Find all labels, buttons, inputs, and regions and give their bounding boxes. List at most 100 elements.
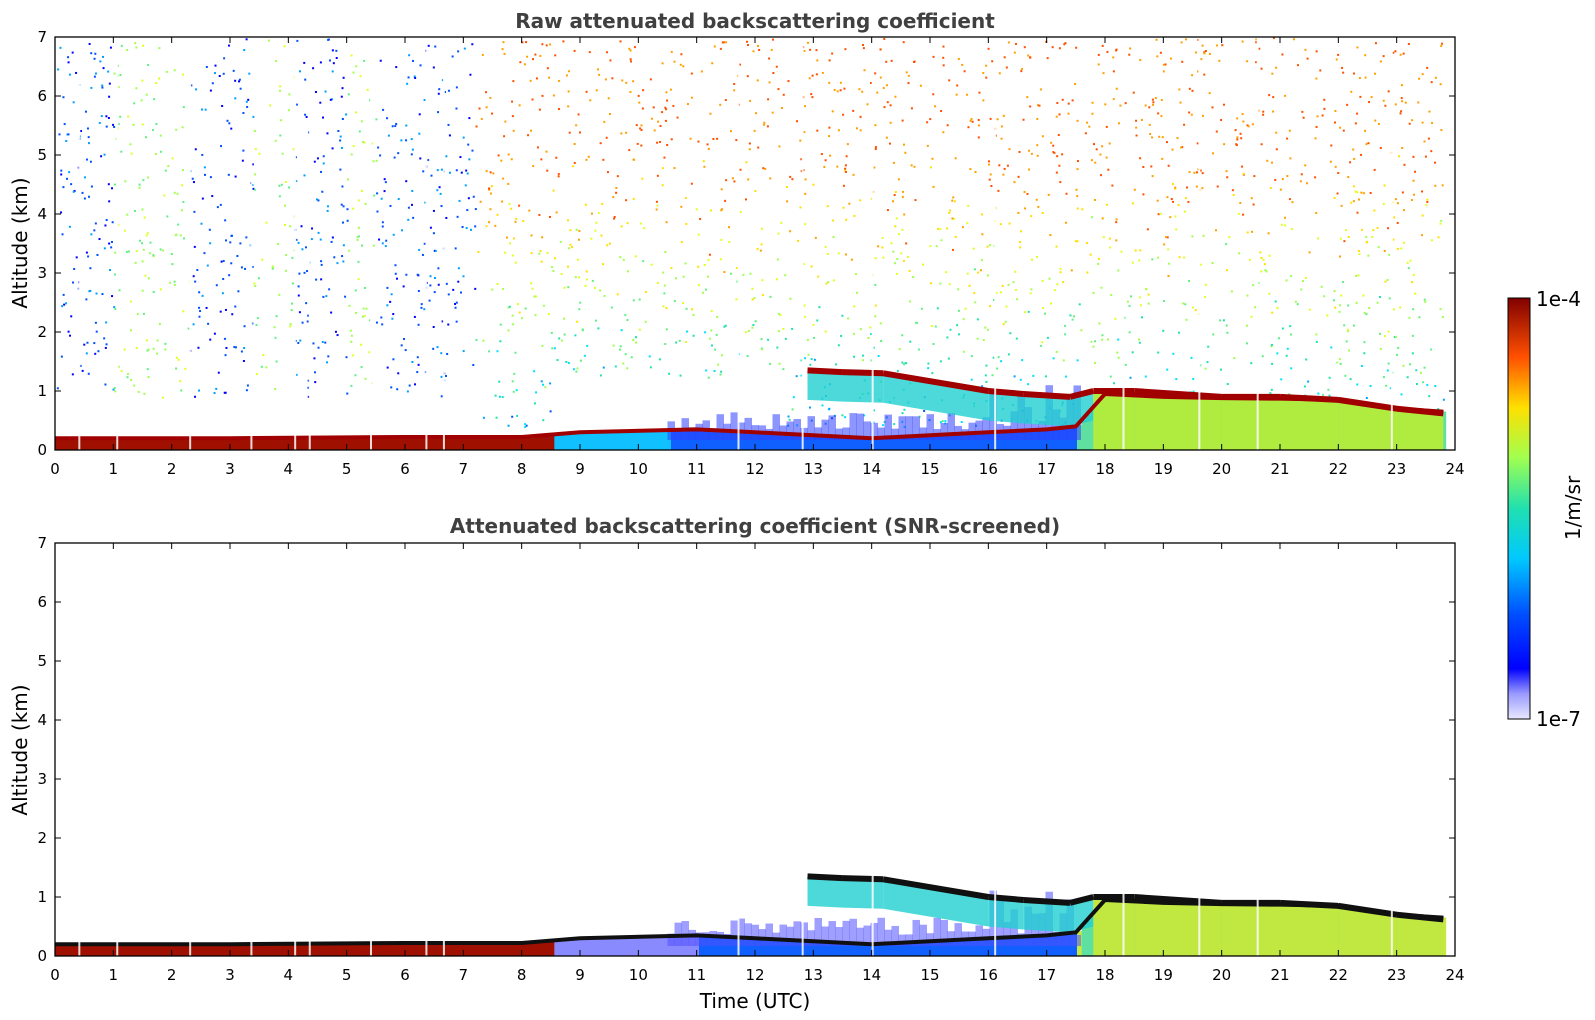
boundary-layer-column — [288, 943, 294, 956]
boundary-layer-column — [797, 434, 803, 450]
boundary-layer-column — [647, 430, 653, 450]
noise-speckle — [155, 82, 158, 85]
boundary-layer-column — [204, 944, 210, 956]
noise-speckle — [1259, 251, 1262, 254]
noise-speckle — [433, 291, 436, 294]
noise-speckle — [241, 159, 244, 162]
noise-speckle — [126, 49, 129, 52]
noise-speckle — [203, 166, 206, 169]
boundary-layer-column — [489, 437, 495, 450]
noise-speckle — [874, 72, 877, 75]
noise-speckle — [1356, 112, 1359, 115]
noise-speckle — [625, 81, 628, 84]
boundary-layer-top-line — [55, 897, 1444, 947]
noise-speckle — [145, 234, 148, 237]
boundary-layer-column — [311, 437, 317, 450]
noise-speckle — [986, 274, 989, 277]
noise-speckle — [440, 375, 443, 378]
noise-speckle — [1285, 354, 1288, 357]
boundary-layer-column — [974, 433, 980, 450]
noise-speckle — [362, 140, 365, 143]
noise-speckle — [1437, 408, 1440, 411]
noise-speckle — [512, 390, 515, 393]
boundary-layer-column — [867, 943, 873, 956]
noise-speckle — [929, 118, 932, 121]
noise-speckle — [702, 291, 705, 294]
data-gap — [370, 37, 372, 450]
noise-speckle — [1166, 141, 1169, 144]
noise-speckle — [138, 239, 141, 242]
boundary-layer-column — [652, 936, 658, 956]
noise-speckle — [656, 281, 659, 284]
boundary-layer-column — [204, 438, 210, 450]
boundary-layer-column — [503, 943, 509, 956]
noise-speckle — [289, 225, 292, 228]
noise-speckle — [89, 160, 92, 163]
noise-speckle — [690, 182, 693, 185]
noise-speckle — [1337, 53, 1340, 56]
noise-speckle — [853, 305, 856, 308]
noise-speckle — [1124, 363, 1127, 366]
noise-speckle — [828, 59, 831, 62]
noise-speckle — [549, 410, 552, 413]
noise-speckle — [1128, 53, 1131, 56]
noise-speckle — [558, 337, 561, 340]
noise-speckle — [383, 178, 386, 181]
noise-speckle — [855, 127, 858, 130]
noise-speckle — [207, 322, 210, 325]
noise-speckle — [1030, 288, 1033, 291]
noise-speckle — [574, 276, 577, 279]
noise-speckle — [579, 301, 582, 304]
noise-speckle — [103, 153, 106, 156]
boundary-layer-column — [979, 432, 985, 450]
noise-speckle — [1076, 195, 1079, 198]
boundary-layer-column — [783, 939, 789, 956]
noise-speckle — [182, 200, 185, 203]
noise-speckle — [1053, 289, 1056, 292]
noise-speckle — [331, 70, 334, 73]
noise-speckle — [1178, 256, 1181, 259]
noise-speckle — [515, 389, 518, 392]
noise-speckle — [205, 65, 208, 68]
aerosol-haze — [1031, 423, 1039, 440]
boundary-layer-column — [372, 943, 378, 956]
noise-speckle — [66, 177, 69, 180]
y-tick-label: 7 — [37, 28, 47, 46]
noise-speckle — [1197, 38, 1200, 41]
boundary-layer-column — [801, 940, 807, 956]
noise-speckle — [325, 295, 328, 298]
noise-speckle — [500, 159, 503, 162]
noise-speckle — [152, 254, 155, 257]
noise-speckle — [1426, 198, 1429, 201]
noise-speckle — [506, 236, 509, 239]
noise-speckle — [1393, 336, 1396, 339]
noise-speckle — [159, 288, 162, 291]
noise-speckle — [882, 87, 885, 90]
noise-speckle — [874, 124, 877, 127]
noise-speckle — [350, 340, 353, 343]
noise-speckle — [663, 156, 666, 159]
noise-speckle — [333, 256, 336, 259]
noise-speckle — [664, 106, 667, 109]
noise-speckle — [1174, 187, 1177, 190]
boundary-layer-column — [554, 940, 560, 956]
noise-speckle — [890, 242, 893, 245]
noise-speckle — [1255, 38, 1258, 41]
noise-speckle — [560, 273, 563, 276]
boundary-layer-column — [507, 943, 513, 956]
noise-speckle — [1044, 375, 1047, 378]
aerosol-haze — [814, 917, 822, 946]
noise-speckle — [424, 201, 427, 204]
boundary-layer-column — [834, 436, 840, 450]
noise-speckle — [1139, 59, 1142, 62]
noise-speckle — [342, 205, 345, 208]
noise-speckle — [553, 347, 556, 350]
noise-speckle — [782, 327, 785, 330]
noise-speckle — [1172, 200, 1175, 203]
boundary-layer-column — [1086, 920, 1092, 956]
noise-speckle — [1065, 192, 1068, 195]
aerosol-haze — [821, 419, 829, 440]
boundary-layer-column — [78, 438, 84, 450]
noise-speckle — [1439, 222, 1442, 225]
boundary-layer-column — [493, 943, 499, 956]
